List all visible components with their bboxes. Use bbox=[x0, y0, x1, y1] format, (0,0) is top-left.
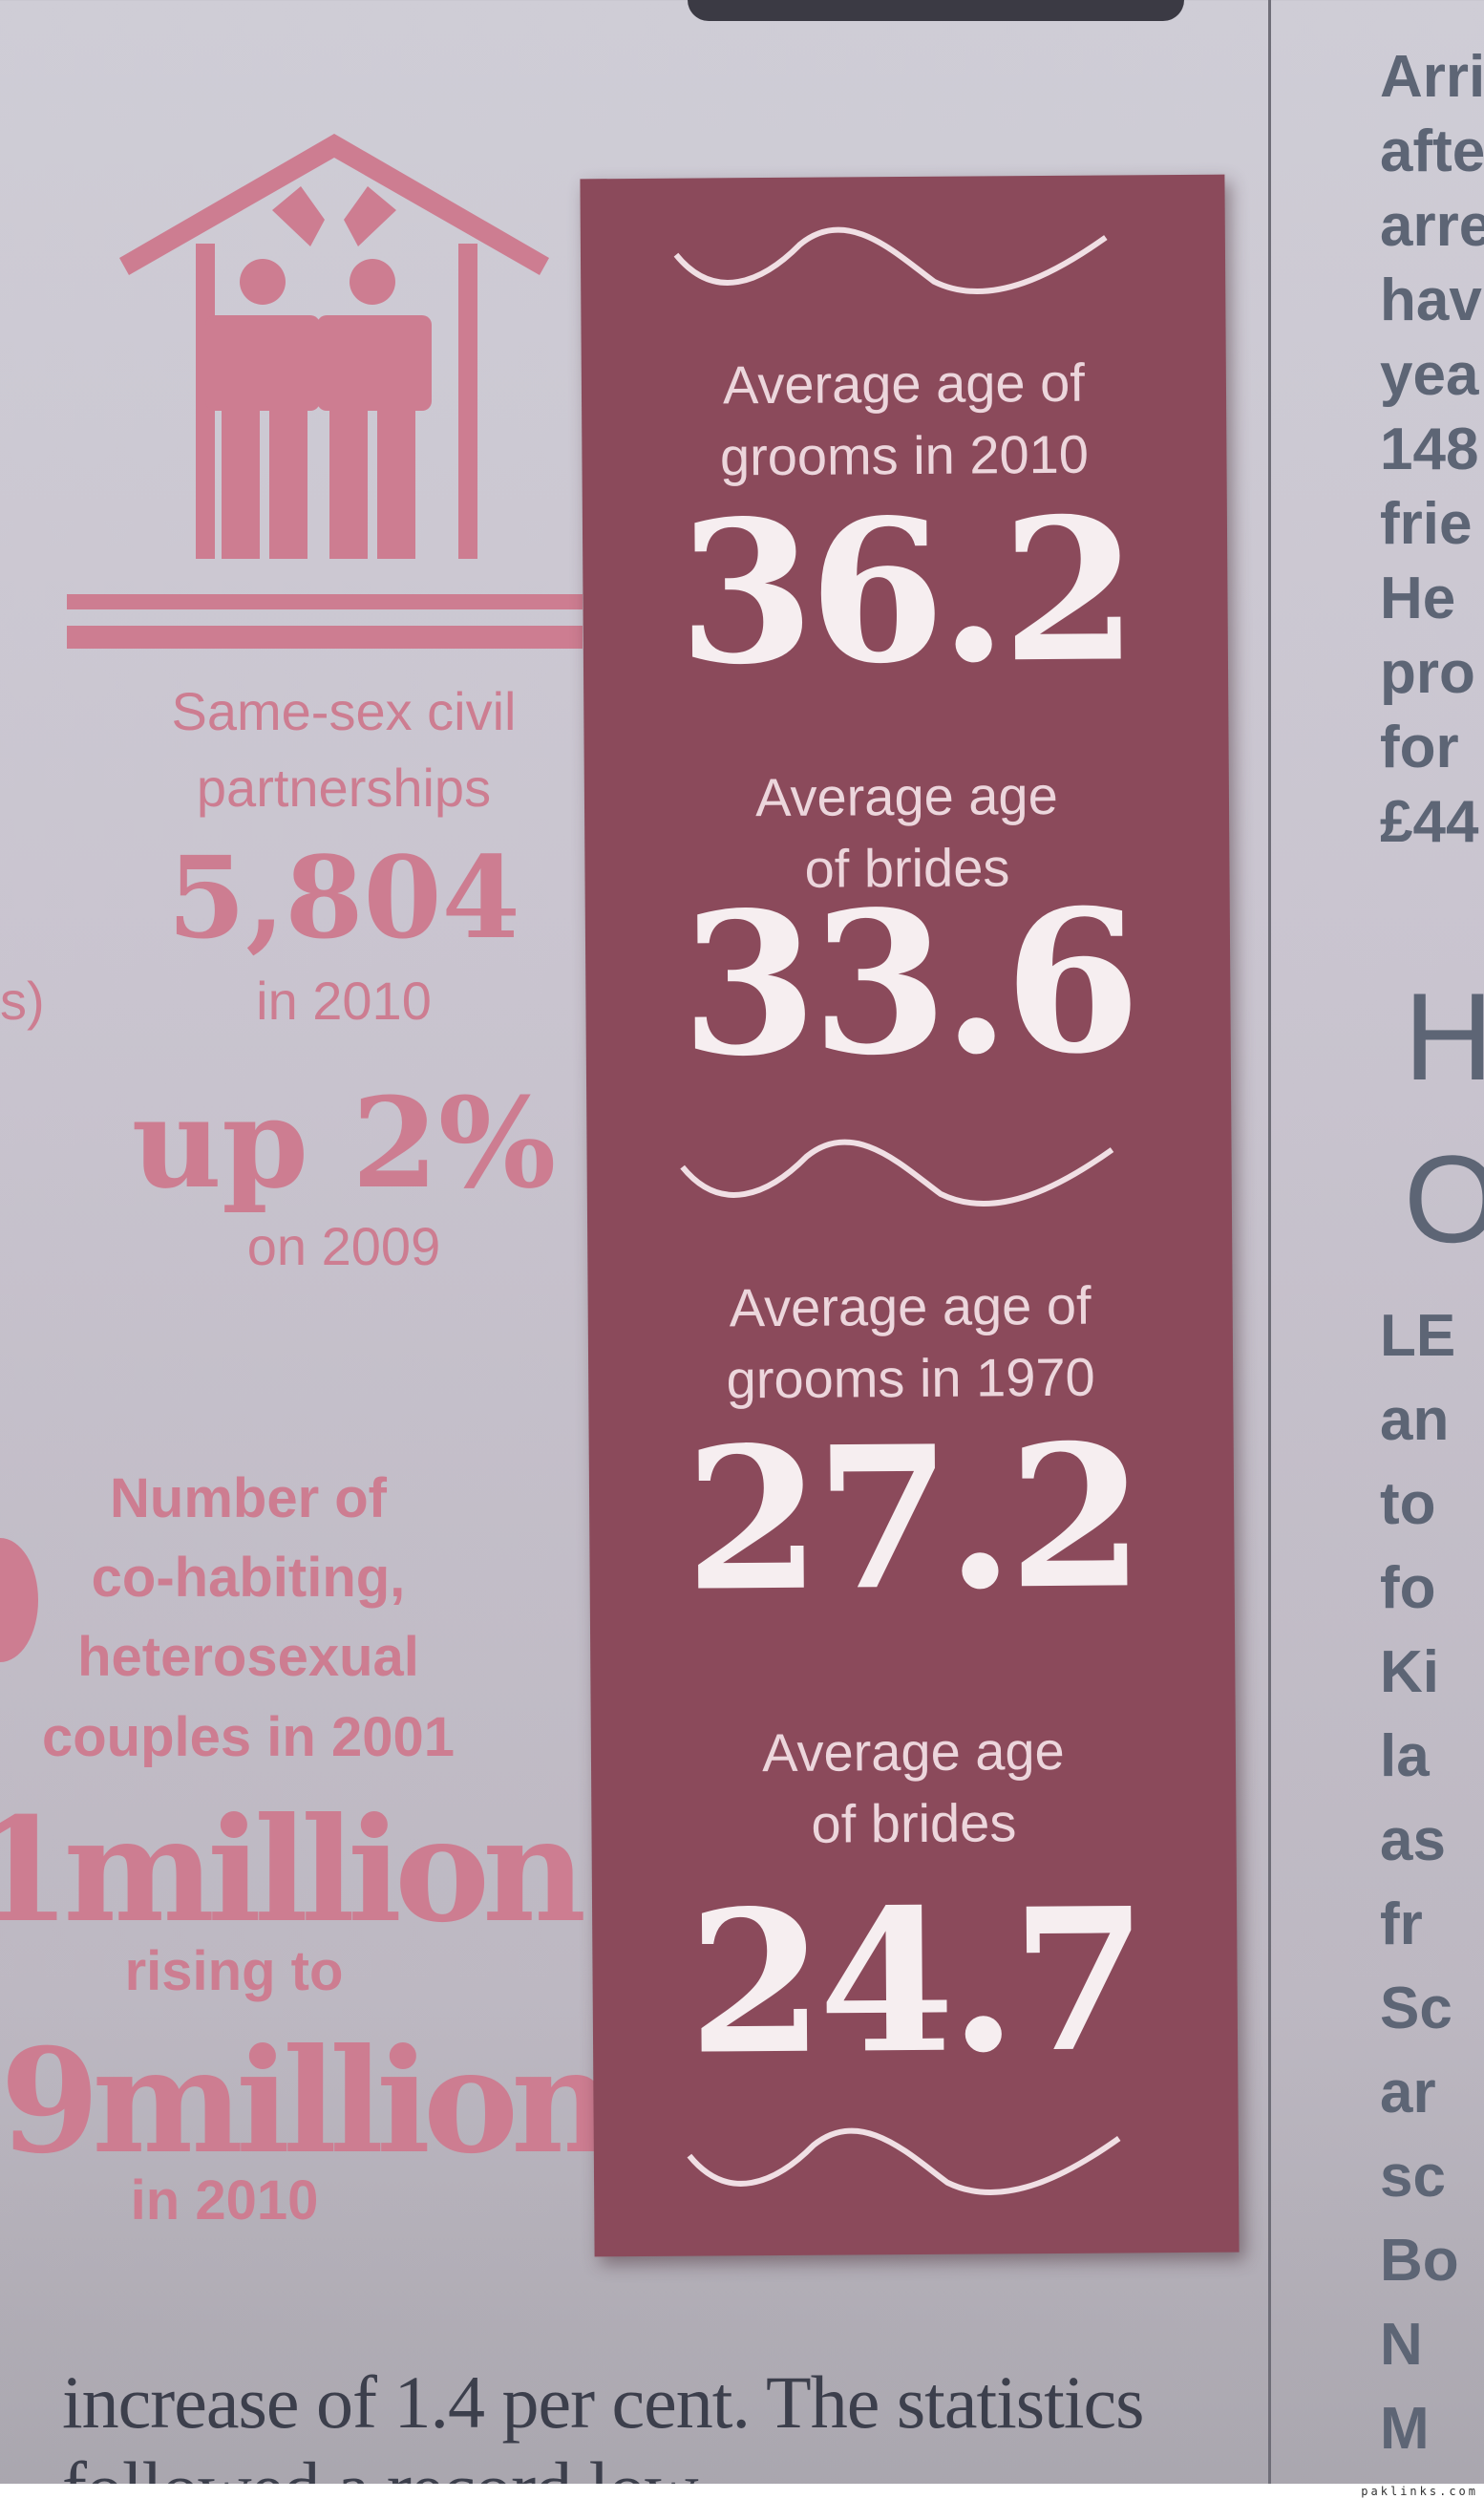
cohabiting-label: couples in 2001 bbox=[42, 1706, 455, 1768]
cohabiting-label: co-habiting, bbox=[91, 1547, 406, 1609]
grooms-2010-age-value: 36.2 bbox=[677, 476, 1134, 709]
right-column-text: Arri afte arre hav yea 148 frie He pro for £44 bbox=[1380, 44, 1484, 855]
swirl-ornament-icon bbox=[680, 1139, 1114, 1207]
watermark: paklinks.com bbox=[1361, 2485, 1478, 2498]
panel-label: Average age of bbox=[722, 352, 1086, 416]
civil-partnerships-change-ref: on 2009 bbox=[246, 1216, 441, 1276]
grooms-1970-age-value: 27.2 bbox=[684, 1402, 1140, 1635]
civil-partnerships-value: 5,804 bbox=[167, 831, 520, 964]
left-fragment-text: s) bbox=[0, 971, 45, 1031]
civil-partnerships-change: up 2% bbox=[131, 1070, 557, 1216]
column-divider bbox=[1268, 0, 1271, 2484]
panel-label: Average age of bbox=[729, 1274, 1092, 1338]
bottom-strip bbox=[0, 2484, 1484, 2499]
article-body-clip: followed a record low bbox=[0, 2446, 1270, 2484]
panel-label: Average age bbox=[761, 1719, 1065, 1783]
cohabiting-year: in 2010 bbox=[130, 2169, 319, 2232]
swirl-ornament-icon bbox=[673, 226, 1108, 294]
average-age-panel: Average age of grooms in 2010 36.2 Avera… bbox=[580, 174, 1240, 2257]
brides-2010-age-value: 33.6 bbox=[680, 867, 1136, 1100]
swirl-ornament-icon bbox=[687, 2127, 1121, 2195]
civil-partnerships-year: in 2010 bbox=[256, 971, 432, 1031]
panel-label: Average age bbox=[754, 764, 1058, 828]
cohabiting-connector: rising to bbox=[124, 1940, 344, 2002]
cohabiting-value-2001: 1million bbox=[0, 1786, 586, 1954]
brides-1970-age-value: 24.7 bbox=[687, 1866, 1143, 2099]
article-body-line: increase of 1.4 per cent. The statistics bbox=[62, 2360, 1144, 2444]
cohabiting-label: Number of bbox=[110, 1467, 387, 1529]
top-graphic-fragment bbox=[688, 0, 1184, 21]
cohabiting-value-2010: 9million bbox=[0, 2018, 615, 2186]
cohabiting-label: heterosexual bbox=[77, 1626, 419, 1688]
civil-partnerships-label: Same-sex civil bbox=[171, 681, 517, 741]
civil-partnerships-label: partnerships bbox=[196, 758, 492, 818]
civil-partnership-house-icon bbox=[67, 134, 583, 649]
article-body-line: followed a record low bbox=[62, 2446, 699, 2484]
right-column-text: LE an to fo Ki la as fr Sc ar sc Bo N M bbox=[1380, 1303, 1459, 2462]
panel-label: of brides bbox=[811, 1792, 1017, 1854]
